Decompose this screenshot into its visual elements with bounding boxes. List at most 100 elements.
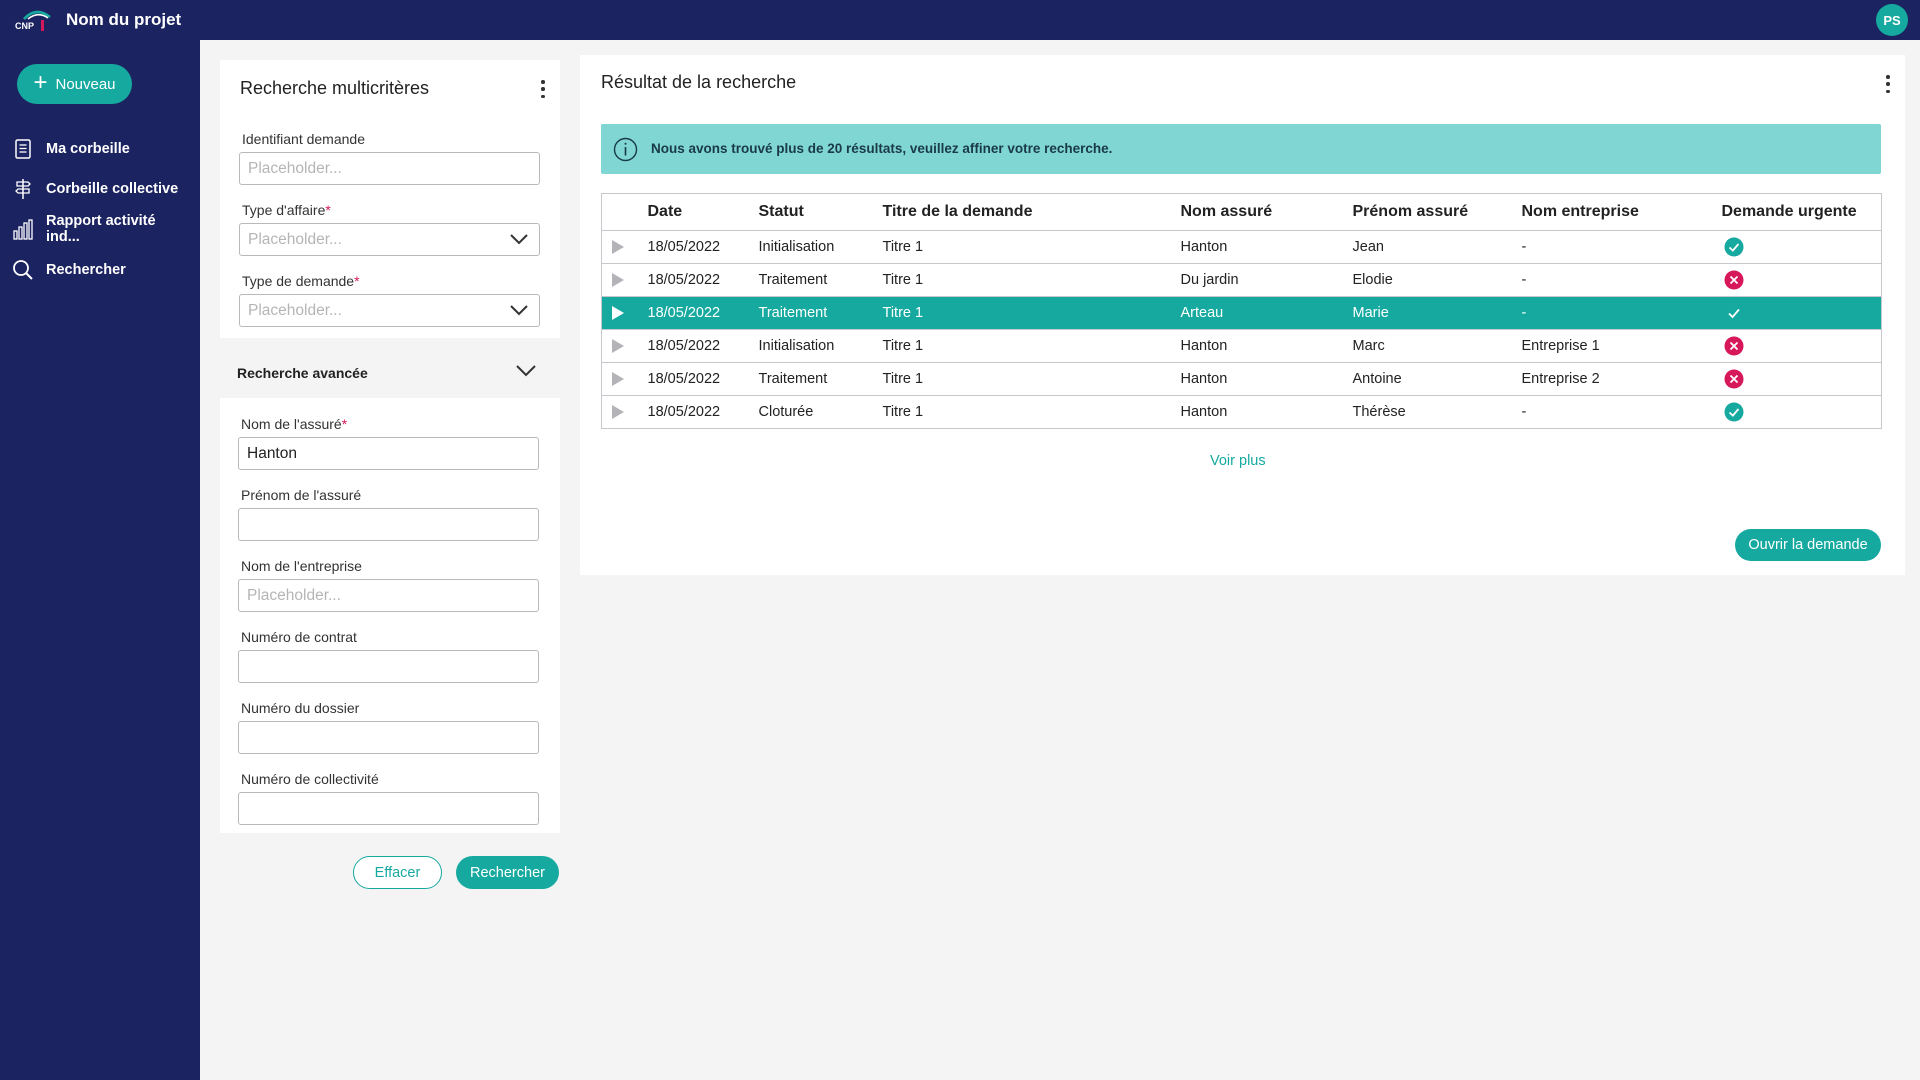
- search-button[interactable]: Rechercher: [456, 856, 559, 889]
- expand-arrow-icon[interactable]: [612, 339, 624, 354]
- identifiant-field: Identifiant demande: [239, 131, 540, 185]
- cell-entreprise: -: [1521, 296, 1722, 330]
- prenom-assure-field: Prénom de l'assuré: [238, 487, 539, 541]
- expand-cell[interactable]: [601, 230, 648, 264]
- search-panel: Recherche multicritères Identifiant dema…: [220, 60, 560, 833]
- expand-cell[interactable]: [601, 263, 648, 297]
- expand-arrow-icon[interactable]: [612, 372, 624, 387]
- table-row[interactable]: 18/05/2022 Cloturée Titre 1 Hanton Thérèse -: [601, 395, 1882, 429]
- type-demande-input[interactable]: [239, 294, 540, 327]
- sidebar-item-ma-corbeille[interactable]: Ma corbeille: [12, 134, 192, 164]
- cell-prenom: Marie: [1352, 296, 1522, 330]
- info-banner: Nous avons trouvé plus de 20 résultats, …: [601, 124, 1881, 174]
- expand-cell[interactable]: [601, 395, 648, 429]
- expand-cell[interactable]: [601, 362, 648, 396]
- expand-arrow-icon[interactable]: [612, 273, 624, 288]
- more-options-icon[interactable]: [1885, 75, 1891, 93]
- search-title: Recherche multicritères: [240, 78, 430, 98]
- cell-prenom: Elodie: [1352, 263, 1522, 297]
- type-demande-select[interactable]: [239, 294, 540, 327]
- nom-entreprise-input[interactable]: [238, 579, 539, 612]
- sidebar-item-rechercher[interactable]: Rechercher: [12, 255, 192, 285]
- sidebar-item-label: Corbeille collective: [46, 181, 179, 197]
- required-marker: *: [354, 273, 360, 289]
- user-avatar[interactable]: PS: [1876, 4, 1908, 36]
- table-row[interactable]: 18/05/2022 Initialisation Titre 1 Hanton Mar…: [601, 329, 1882, 363]
- cell-titre: Titre 1: [882, 296, 1181, 330]
- numero-dossier-input[interactable]: [238, 721, 539, 754]
- type-affaire-label: Type d'affaire: [242, 202, 326, 218]
- header-nom-entreprise[interactable]: Nom entreprise: [1521, 193, 1722, 231]
- header-demande-urgente[interactable]: Demande urgente: [1721, 193, 1882, 231]
- advanced-search-toggle[interactable]: Recherche avancée: [220, 348, 560, 398]
- numero-dossier-field: Numéro du dossier: [238, 700, 539, 754]
- table-row[interactable]: 18/05/2022 Traitement Titre 1 Hanton Antoine…: [601, 362, 1882, 396]
- prenom-assure-input[interactable]: [238, 508, 539, 541]
- sidebar-item-rapport-activite[interactable]: Rapport activité ind...: [12, 213, 192, 245]
- expand-cell[interactable]: [601, 296, 648, 330]
- header-prenom-assure[interactable]: Prénom assuré: [1352, 193, 1522, 231]
- cross-circle-icon: [1724, 336, 1743, 356]
- expand-arrow-icon[interactable]: [612, 240, 624, 255]
- numero-contrat-field: Numéro de contrat: [238, 629, 539, 683]
- table-row[interactable]: 18/05/2022 Initialisation Titre 1 Hanton Jea…: [601, 230, 1882, 264]
- cell-statut: Traitement: [758, 296, 883, 330]
- cell-entreprise: Entreprise 1: [1521, 329, 1722, 363]
- cell-urgent: [1721, 263, 1882, 297]
- see-more-link[interactable]: Voir plus: [1210, 453, 1266, 469]
- type-affaire-select[interactable]: [239, 223, 540, 256]
- nom-assure-input[interactable]: [238, 437, 539, 470]
- project-title: Nom du projet: [66, 10, 182, 29]
- type-affaire-input[interactable]: [239, 223, 540, 256]
- cross-circle-icon: [1724, 369, 1743, 389]
- cell-nom: Hanton: [1180, 230, 1353, 264]
- cell-titre: Titre 1: [882, 230, 1181, 264]
- header-nom-assure[interactable]: Nom assuré: [1180, 193, 1353, 231]
- more-options-icon[interactable]: [540, 80, 546, 98]
- cell-nom: Hanton: [1180, 329, 1353, 363]
- table-row[interactable]: 18/05/2022 Traitement Titre 1 Arteau Marie -: [601, 296, 1882, 330]
- cell-titre: Titre 1: [882, 395, 1181, 429]
- cell-urgent: [1721, 362, 1882, 396]
- required-marker: *: [325, 202, 331, 218]
- cell-urgent: [1721, 296, 1882, 330]
- check-circle-icon: [1724, 237, 1743, 257]
- cell-date: 18/05/2022: [647, 329, 759, 363]
- required-marker: *: [341, 416, 348, 432]
- new-button[interactable]: + Nouveau: [17, 64, 132, 104]
- sidebar-item-corbeille-collective[interactable]: Corbeille collective: [12, 174, 192, 204]
- table-row[interactable]: 18/05/2022 Traitement Titre 1 Du jardin Elod…: [601, 263, 1882, 297]
- prenom-assure-label: Prénom de l'assuré: [241, 487, 362, 503]
- type-demande-field: Type de demande*: [239, 273, 540, 327]
- header-statut[interactable]: Statut: [758, 193, 883, 231]
- info-banner-text: Nous avons trouvé plus de 20 résultats, …: [651, 141, 1113, 156]
- header-titre[interactable]: Titre de la demande: [882, 193, 1181, 231]
- open-request-button[interactable]: Ouvrir la demande: [1735, 529, 1881, 561]
- expand-arrow-icon[interactable]: [612, 306, 624, 321]
- clear-button[interactable]: Effacer: [353, 856, 442, 889]
- cell-prenom: Marc: [1352, 329, 1522, 363]
- numero-collectivite-field: Numéro de collectivité: [238, 771, 539, 825]
- identifiant-input[interactable]: [239, 152, 540, 185]
- expand-cell[interactable]: [601, 329, 648, 363]
- header-date[interactable]: Date: [647, 193, 759, 231]
- numero-contrat-input[interactable]: [238, 650, 539, 683]
- cell-date: 18/05/2022: [647, 263, 759, 297]
- cell-entreprise: -: [1521, 395, 1722, 429]
- plus-icon: +: [33, 69, 48, 96]
- chevron-down-icon: [516, 365, 536, 377]
- document-icon: [15, 139, 31, 159]
- bar-chart-icon: [13, 219, 33, 240]
- numero-collectivite-input[interactable]: [238, 792, 539, 825]
- cell-nom: Du jardin: [1180, 263, 1353, 297]
- nom-entreprise-field: Nom de l'entreprise: [238, 558, 539, 612]
- nom-entreprise-label: Nom de l'entreprise: [241, 558, 362, 574]
- header-expand: [601, 193, 648, 231]
- cell-entreprise: -: [1521, 230, 1722, 264]
- numero-collectivite-label: Numéro de collectivité: [241, 771, 379, 787]
- search-card: Recherche multicritères Identifiant dema…: [220, 60, 560, 338]
- expand-arrow-icon[interactable]: [612, 405, 624, 420]
- cell-date: 18/05/2022: [647, 296, 759, 330]
- cell-statut: Traitement: [758, 362, 883, 396]
- sidebar-item-label: Ma corbeille: [46, 141, 130, 157]
